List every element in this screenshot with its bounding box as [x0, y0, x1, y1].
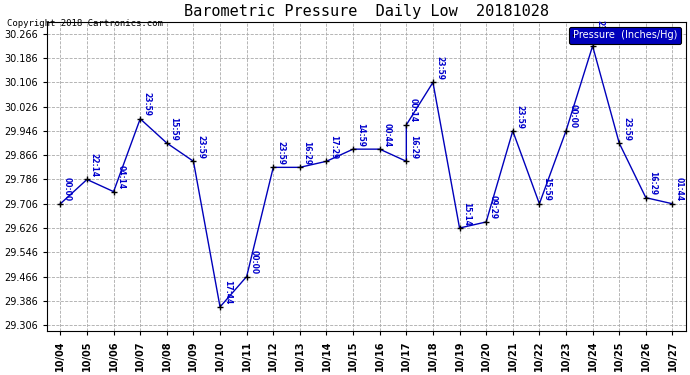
- Text: 23:59: 23:59: [595, 20, 604, 44]
- Text: 00:00: 00:00: [249, 250, 258, 274]
- Text: 23:59: 23:59: [276, 141, 285, 165]
- Text: 00:44: 00:44: [382, 123, 391, 147]
- Text: 15:59: 15:59: [542, 177, 551, 201]
- Text: 00:00: 00:00: [63, 177, 72, 201]
- Text: 17:44: 17:44: [223, 280, 232, 304]
- Text: 23:59: 23:59: [622, 117, 631, 141]
- Text: 16:29: 16:29: [302, 141, 312, 165]
- Text: 23:59: 23:59: [515, 105, 524, 129]
- Text: 14:59: 14:59: [356, 123, 365, 147]
- Text: 04:14: 04:14: [116, 165, 126, 189]
- Text: 23:59: 23:59: [435, 56, 444, 80]
- Text: Copyright 2018 Cartronics.com: Copyright 2018 Cartronics.com: [7, 19, 163, 28]
- Text: 23:59: 23:59: [143, 92, 152, 116]
- Text: 22:14: 22:14: [90, 153, 99, 177]
- Text: 09:29: 09:29: [489, 195, 497, 219]
- Text: 16:29: 16:29: [409, 135, 418, 159]
- Text: 16:29: 16:29: [649, 171, 658, 195]
- Text: 23:59: 23:59: [196, 135, 205, 159]
- Legend: Pressure  (Inches/Hg): Pressure (Inches/Hg): [569, 27, 681, 44]
- Text: 00:00: 00:00: [569, 104, 578, 129]
- Text: 01:44: 01:44: [675, 177, 684, 201]
- Text: 15:14: 15:14: [462, 202, 471, 226]
- Title: Barometric Pressure  Daily Low  20181028: Barometric Pressure Daily Low 20181028: [184, 4, 549, 19]
- Text: 15:59: 15:59: [170, 117, 179, 141]
- Text: 00:14: 00:14: [409, 98, 418, 123]
- Text: 17:29: 17:29: [329, 135, 338, 159]
